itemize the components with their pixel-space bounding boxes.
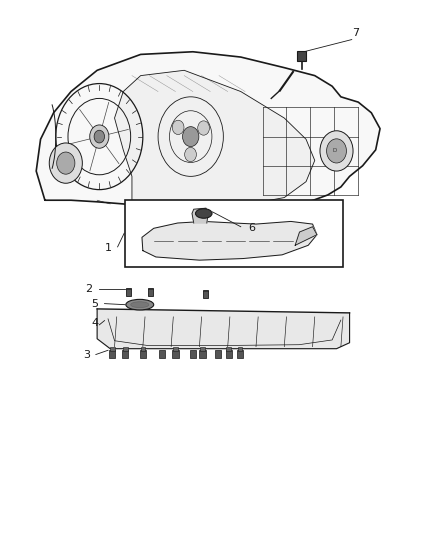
Polygon shape [36,52,380,211]
Bar [110,350,116,358]
Text: 6: 6 [248,223,255,233]
Text: 3: 3 [83,350,90,360]
Circle shape [90,125,109,148]
Circle shape [49,143,82,183]
Text: 7: 7 [353,28,360,38]
Bar [226,350,232,358]
Bar [173,346,178,351]
Circle shape [185,147,196,161]
Bar [159,350,165,358]
Bar [122,350,128,358]
Bar [226,346,231,351]
Bar [148,288,153,296]
Circle shape [198,121,209,135]
Polygon shape [192,208,208,223]
Bar [237,350,243,358]
Bar [125,200,343,266]
Text: 2: 2 [85,284,92,294]
Bar [123,346,127,351]
Ellipse shape [195,209,212,218]
Bar [200,346,205,351]
Circle shape [172,120,184,134]
Circle shape [57,152,75,174]
Bar [110,346,115,351]
Circle shape [327,139,346,163]
Circle shape [320,131,353,171]
Polygon shape [142,221,317,260]
Ellipse shape [126,300,154,310]
Bar [173,350,179,358]
Bar [126,288,131,296]
Polygon shape [295,227,317,245]
Bar [199,350,205,358]
Bar [215,350,221,358]
Polygon shape [115,70,315,206]
Bar [140,350,146,358]
Bar [203,290,208,298]
Ellipse shape [131,302,149,308]
Text: D: D [332,148,336,154]
Circle shape [94,130,105,143]
Circle shape [183,127,199,147]
Text: 4: 4 [92,318,99,328]
Polygon shape [97,309,350,349]
Text: 1: 1 [105,243,112,253]
Bar [141,346,145,351]
Text: 5: 5 [92,298,99,309]
Bar [190,350,196,358]
Bar [297,51,306,61]
Bar [238,346,242,351]
